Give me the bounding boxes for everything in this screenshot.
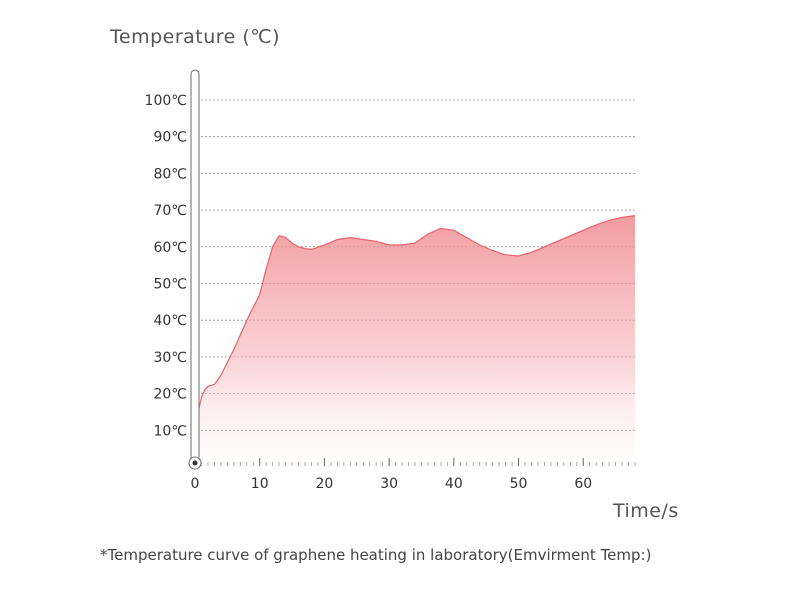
- chart-caption: *Temperature curve of graphene heating i…: [100, 546, 652, 564]
- y-tick-label: 30℃: [153, 350, 187, 366]
- x-tick-label: 10: [251, 476, 269, 492]
- x-tick-label: 0: [191, 476, 200, 492]
- thermometer-axis: [190, 69, 200, 463]
- y-tick-label: 100℃: [145, 93, 187, 109]
- temperature-line: [194, 215, 636, 438]
- origin-dot: [192, 460, 198, 466]
- y-tick-label: 80℃: [153, 166, 187, 182]
- x-tick-label: 20: [315, 476, 333, 492]
- y-tick-label: 10℃: [153, 423, 187, 439]
- temperature-area: [195, 215, 635, 467]
- y-tick-label: 50℃: [153, 277, 187, 293]
- x-tick-label: 50: [510, 476, 528, 492]
- y-tick-label: 20℃: [153, 387, 187, 403]
- x-tick-label: 40: [445, 476, 463, 492]
- y-tick-label: 40℃: [153, 313, 187, 329]
- y-tick-label: 60℃: [153, 240, 187, 256]
- y-tick-label: 90℃: [153, 130, 187, 146]
- y-tick-label: 70℃: [153, 203, 187, 219]
- x-axis-title: Time/s: [613, 500, 679, 522]
- y-axis-title: Temperature (℃): [110, 26, 281, 48]
- x-tick-label: 60: [574, 476, 592, 492]
- x-tick-label: 30: [380, 476, 398, 492]
